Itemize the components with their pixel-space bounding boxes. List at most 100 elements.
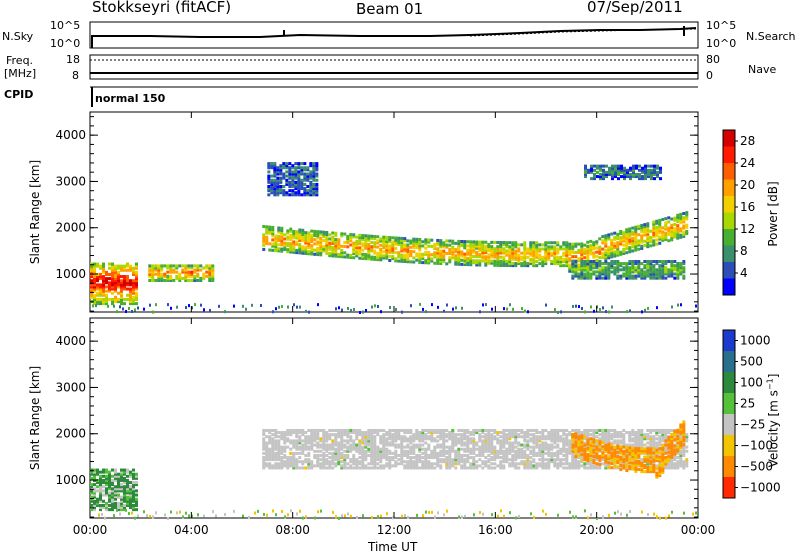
data-cell xyxy=(670,464,674,468)
data-cell xyxy=(667,456,671,460)
data-cell xyxy=(424,433,428,437)
data-cell xyxy=(322,445,326,449)
data-cell xyxy=(679,229,683,233)
data-cell xyxy=(619,236,623,240)
data-cell xyxy=(682,268,686,272)
data-cell xyxy=(580,431,584,435)
data-cell xyxy=(300,182,304,186)
data-cell xyxy=(568,263,572,267)
data-cell xyxy=(646,466,650,469)
data-cell xyxy=(460,437,464,441)
data-cell xyxy=(601,431,605,435)
data-cell xyxy=(337,462,341,466)
data-cell xyxy=(658,276,662,280)
data-cell xyxy=(114,268,117,272)
data-cell xyxy=(490,445,494,449)
data-cell xyxy=(643,447,647,451)
data-cell xyxy=(301,451,305,455)
data-cell xyxy=(586,428,590,432)
data-cell xyxy=(102,270,105,274)
data-cell xyxy=(436,462,440,466)
data-cell xyxy=(382,254,386,258)
data-cell xyxy=(102,503,105,507)
data-cell xyxy=(120,501,123,505)
data-cell xyxy=(649,443,653,447)
data-cell xyxy=(322,232,326,236)
data-cell xyxy=(517,257,521,261)
beam-title: Beam 01 xyxy=(356,0,424,18)
data-cell xyxy=(610,242,614,246)
data-cell xyxy=(604,454,608,458)
data-cell xyxy=(631,239,635,243)
data-cell xyxy=(274,242,278,246)
data-cell xyxy=(373,451,377,455)
data-cell xyxy=(123,285,126,289)
data-cell xyxy=(120,474,123,478)
data-cell xyxy=(658,455,662,459)
data-cell xyxy=(487,466,491,470)
data-cell xyxy=(547,449,551,453)
data-cell xyxy=(117,291,120,295)
data-cell xyxy=(644,172,647,176)
data-cell xyxy=(511,431,515,435)
data-cell xyxy=(313,431,317,435)
data-cell xyxy=(550,247,554,251)
data-cell xyxy=(664,221,668,225)
data-cell xyxy=(409,466,413,470)
data-cell xyxy=(117,483,120,487)
data-cell xyxy=(105,470,108,474)
data-cell xyxy=(388,460,392,464)
data-cell xyxy=(120,487,123,491)
data-cell xyxy=(487,437,491,441)
data-cell xyxy=(553,433,557,437)
data-cell xyxy=(616,446,620,450)
data-cell xyxy=(547,257,551,261)
data-cell xyxy=(442,251,446,255)
data-cell xyxy=(617,170,620,174)
noise-cell xyxy=(695,304,697,308)
data-cell xyxy=(96,489,99,493)
data-cell xyxy=(310,439,314,443)
data-cell xyxy=(658,441,662,445)
data-cell xyxy=(126,489,129,493)
data-cell xyxy=(303,162,307,166)
data-cell xyxy=(123,489,126,493)
data-cell xyxy=(592,260,596,263)
data-cell xyxy=(415,428,419,432)
data-cell xyxy=(276,178,280,182)
data-cell xyxy=(406,245,410,249)
data-cell xyxy=(613,268,617,272)
data-cell xyxy=(304,235,308,239)
data-cell xyxy=(685,229,689,233)
data-cell xyxy=(487,259,491,263)
data-cell xyxy=(268,229,272,233)
data-cell xyxy=(394,251,398,255)
data-cell xyxy=(292,428,296,432)
data-cell xyxy=(445,445,449,449)
data-cell xyxy=(295,431,299,435)
data-cell xyxy=(126,275,129,279)
data-cell xyxy=(541,255,545,259)
data-cell xyxy=(643,233,647,237)
data-cell xyxy=(298,230,302,234)
data-cell xyxy=(610,443,614,447)
data-cell xyxy=(529,464,533,468)
data-cell xyxy=(132,468,135,472)
data-cell xyxy=(132,474,135,478)
data-cell xyxy=(129,495,132,499)
data-cell xyxy=(637,437,641,441)
data-cell xyxy=(334,244,338,248)
data-cell xyxy=(679,270,683,274)
data-cell xyxy=(418,449,422,453)
data-cell xyxy=(523,243,527,247)
data-cell xyxy=(334,238,338,242)
data-cell xyxy=(418,240,422,244)
data-cell xyxy=(406,443,410,447)
data-cell xyxy=(487,445,491,449)
data-cell xyxy=(358,466,362,470)
data-cell xyxy=(647,175,650,179)
nave-label: Nave xyxy=(748,63,777,76)
data-cell xyxy=(111,270,114,274)
data-cell xyxy=(271,225,275,229)
data-cell xyxy=(676,456,680,460)
